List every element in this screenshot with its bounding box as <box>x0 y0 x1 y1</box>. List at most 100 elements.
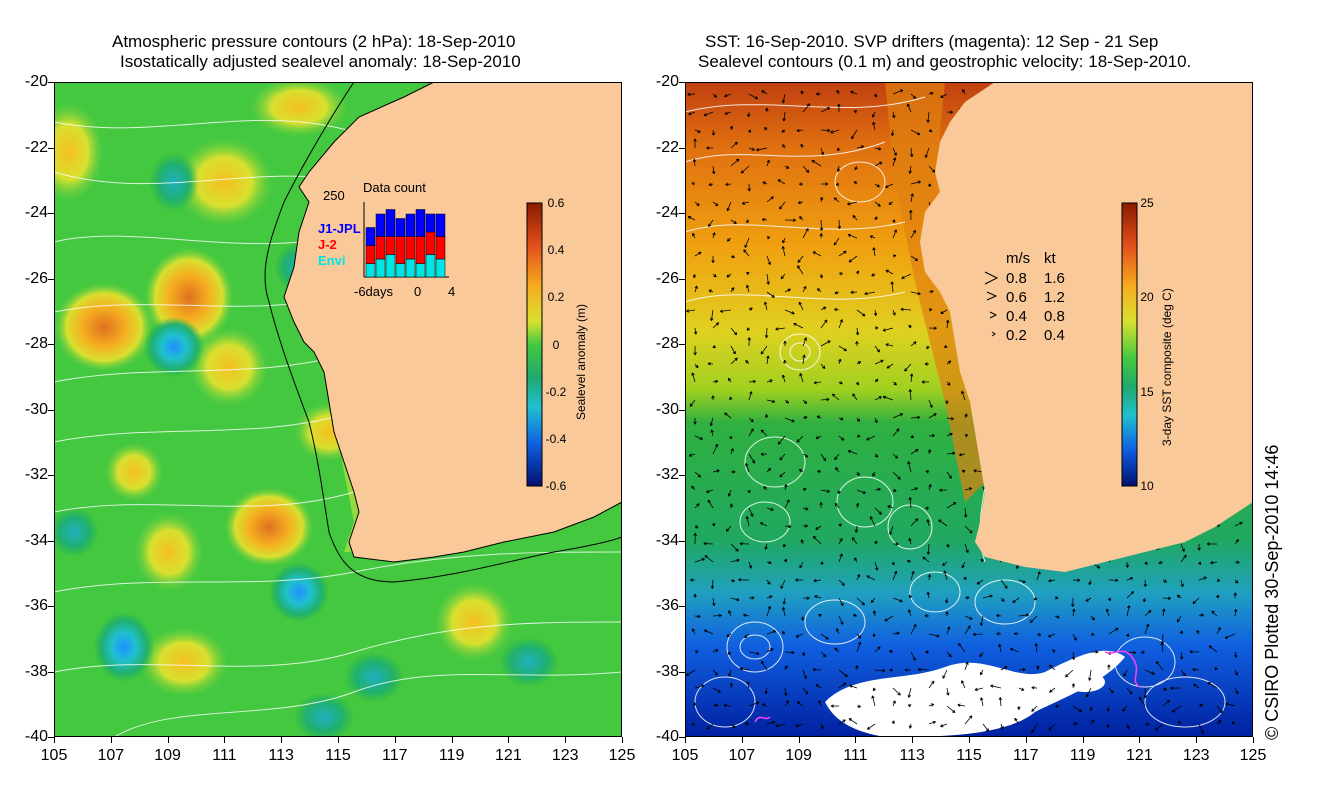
velocity-arrow <box>1031 723 1038 734</box>
right-colorbar <box>1121 202 1138 487</box>
velocity-arrow <box>908 723 913 729</box>
velocity-arrow <box>940 93 948 98</box>
right-map <box>685 82 1253 737</box>
velocity-arrow <box>853 110 858 114</box>
velocity-arrow <box>711 129 716 136</box>
velocity-arrow <box>766 399 776 403</box>
right-lat-tick-mark <box>679 82 685 83</box>
velocity-arrow <box>1090 719 1095 725</box>
velocity-legend-kt: 0.4 <box>1044 327 1065 344</box>
velocity-arrow <box>1088 669 1092 681</box>
velocity-arrow <box>834 291 840 295</box>
velocity-arrow <box>1170 686 1182 690</box>
inset-ymax: 250 <box>323 188 345 203</box>
velocity-arrow <box>852 215 858 221</box>
velocity-arrow <box>1233 592 1237 599</box>
velocity-arrow <box>946 451 956 455</box>
velocity-arrow <box>838 435 845 441</box>
velocity-arrow <box>766 630 777 635</box>
velocity-arrow <box>766 595 773 599</box>
right-lon-tick: 113 <box>899 747 925 764</box>
velocity-arrow <box>946 471 952 479</box>
velocity-arrow <box>820 723 824 730</box>
velocity-arrow <box>856 641 862 653</box>
velocity-arrow <box>1162 608 1166 617</box>
velocity-arrow <box>690 578 696 582</box>
velocity-arrow <box>838 597 844 607</box>
velocity-arrow <box>1225 702 1236 707</box>
velocity-arrow <box>744 722 750 726</box>
velocity-arrow <box>743 633 750 639</box>
velocity-arrow <box>782 237 786 244</box>
right-lon-tick-mark <box>1082 737 1084 743</box>
velocity-arrow <box>766 507 774 511</box>
velocity-arrow <box>1085 597 1092 602</box>
velocity-arrow <box>748 379 756 384</box>
velocity-arrow <box>691 182 696 186</box>
velocity-arrow <box>961 561 966 569</box>
velocity-arrow <box>910 518 919 527</box>
velocity-arrow <box>1180 543 1185 552</box>
velocity-arrow <box>762 181 768 185</box>
velocity-arrow <box>784 650 795 655</box>
velocity-arrow <box>745 462 750 473</box>
velocity-arrow <box>885 343 894 347</box>
velocity-arrow <box>1180 669 1186 677</box>
right-lon-tick-mark <box>912 737 914 743</box>
velocity-arrow <box>892 488 897 492</box>
velocity-arrow <box>838 682 847 689</box>
velocity-arrow <box>781 374 786 383</box>
velocity-arrow <box>811 159 822 167</box>
velocity-arrow <box>766 196 774 203</box>
velocity-arrow <box>703 111 714 117</box>
velocity-arrow <box>837 103 841 113</box>
velocity-arrow <box>847 449 858 455</box>
velocity-arrow <box>756 147 768 152</box>
velocity-arrow <box>838 719 846 725</box>
right-colorbar-tick: 15 <box>1140 384 1154 399</box>
velocity-arrow <box>974 687 984 692</box>
left-colorbar-label: Sealevel anomaly (m) <box>574 303 588 420</box>
velocity-arrow <box>692 158 697 167</box>
velocity-arrow <box>745 284 750 293</box>
velocity-arrow <box>1125 633 1130 637</box>
velocity-arrow <box>819 219 824 231</box>
velocity-arrow <box>712 93 718 98</box>
velocity-arrow <box>892 471 901 480</box>
inset-bar-segment <box>405 213 416 237</box>
velocity-arrow <box>1029 615 1038 623</box>
velocity-legend-header-kt: kt <box>1044 250 1056 267</box>
velocity-arrow <box>712 597 716 607</box>
velocity-arrow <box>815 92 822 96</box>
velocity-arrow <box>874 561 879 571</box>
velocity-arrow <box>693 345 697 356</box>
velocity-arrow <box>909 147 914 158</box>
velocity-arrow <box>910 570 915 581</box>
right-lon-tick: 119 <box>1069 747 1096 764</box>
velocity-arrow <box>1107 597 1111 602</box>
inset-bar-segment <box>365 263 376 278</box>
velocity-arrow <box>748 93 759 100</box>
velocity-arrow <box>1048 723 1056 731</box>
velocity-arrow <box>784 687 788 696</box>
velocity-arrow <box>800 143 804 149</box>
velocity-arrow <box>1125 561 1130 568</box>
velocity-arrow <box>946 360 952 365</box>
velocity-arrow <box>892 254 897 258</box>
velocity-arrow <box>834 453 840 461</box>
velocity-arrow <box>906 103 912 113</box>
inset-bar-segment <box>435 213 446 237</box>
velocity-arrow <box>747 337 751 347</box>
velocity-arrow <box>712 703 719 708</box>
velocity-arrow <box>910 255 919 261</box>
velocity-arrow <box>874 201 881 207</box>
velocity-arrow <box>928 399 933 408</box>
right-lon-tick-mark <box>1139 737 1141 743</box>
velocity-arrow <box>694 471 702 478</box>
inset-bar-segment <box>375 213 386 237</box>
velocity-arrow <box>730 558 740 563</box>
velocity-arrow <box>1224 633 1236 639</box>
velocity-arrow <box>872 121 876 131</box>
velocity-arrow <box>980 697 984 707</box>
velocity-arrow <box>686 309 696 313</box>
